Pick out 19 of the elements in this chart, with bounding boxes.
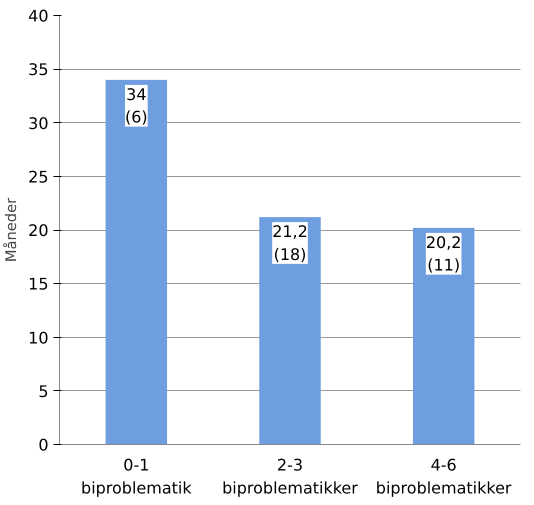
bar <box>412 228 474 444</box>
y-tick-label: 0 <box>38 436 49 454</box>
x-tick-label: 2-3 biproblematikker <box>222 456 358 498</box>
data-label: 20,2 (11) <box>426 232 462 275</box>
y-tick-label: 25 <box>28 167 48 186</box>
y-tick-label: 5 <box>38 382 49 401</box>
y-tick-label: 30 <box>28 114 48 133</box>
data-label: 34 (6) <box>125 84 148 127</box>
y-tick-label: 15 <box>28 274 48 294</box>
data-label: 21,2 (18) <box>272 222 308 264</box>
y-tick-label: 35 <box>28 60 48 80</box>
x-tick-label: 0-1 biproblematik <box>81 456 192 498</box>
bar <box>259 217 321 444</box>
y-tick-label: 10 <box>28 328 48 348</box>
bar <box>106 80 168 444</box>
y-tick-label: 20 <box>28 221 48 240</box>
x-tick-label: 4-6 biproblematikker <box>376 456 512 498</box>
y-tick-label: 40 <box>28 6 48 26</box>
y-axis-title: Måneder <box>3 196 20 262</box>
